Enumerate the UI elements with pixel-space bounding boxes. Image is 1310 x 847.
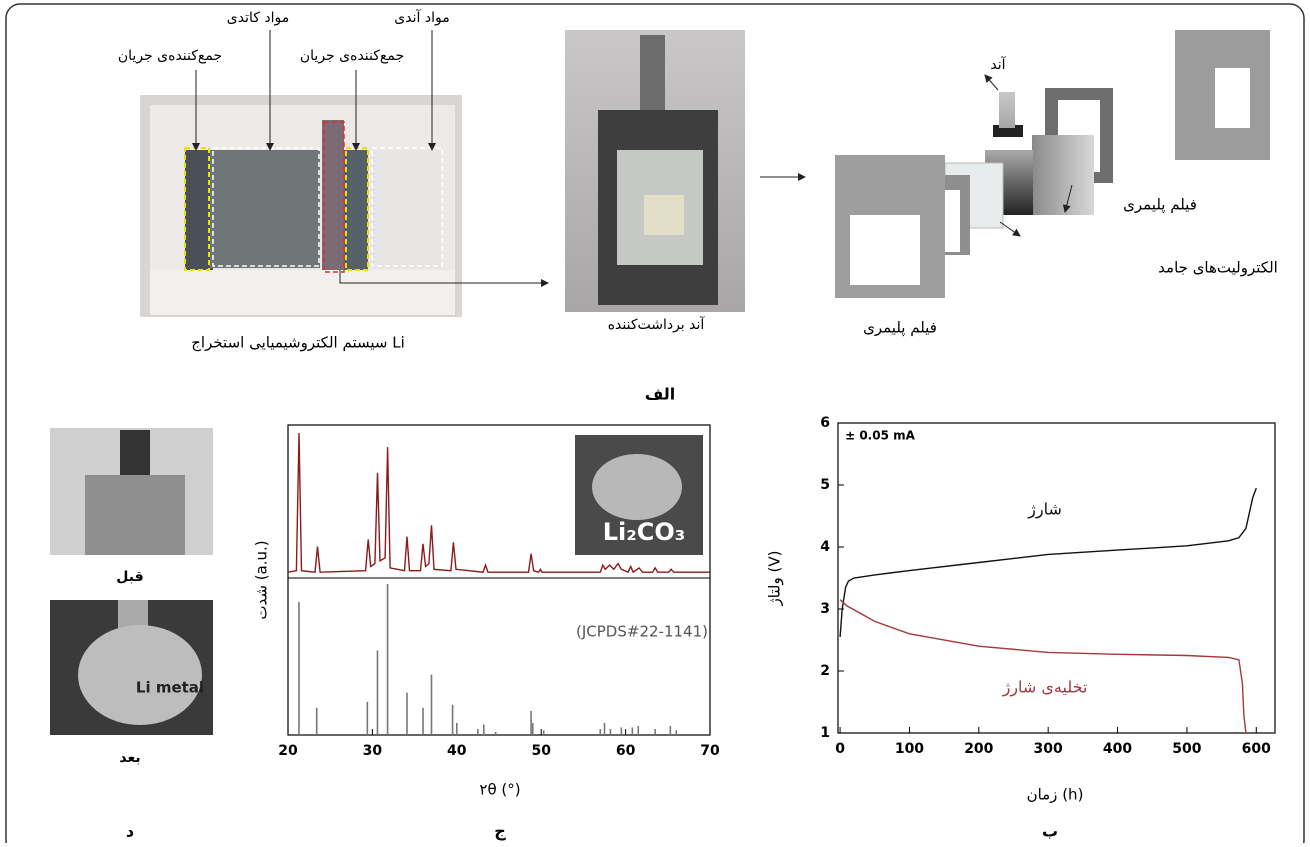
x-tick-label: 50 xyxy=(531,743,551,759)
x-tick-label: 500 xyxy=(1172,741,1201,757)
cell-label: جمع‌کننده‌ی جریان xyxy=(300,48,404,64)
x-tick-label: 600 xyxy=(1242,741,1271,757)
x-tick-label: 30 xyxy=(363,743,383,759)
after-photo xyxy=(50,600,213,735)
cell-label: مواد آندی xyxy=(394,9,449,26)
annotation: ± 0.05 mA xyxy=(845,429,916,443)
panel-label: الف xyxy=(645,385,676,404)
after-label: بعد xyxy=(119,750,140,766)
x-axis-label: زمان (h) xyxy=(1027,786,1084,804)
inset-label: Li₂CO₃ xyxy=(603,518,686,546)
panel-label: د xyxy=(126,822,134,841)
assembly-label: فیلم پلیمری xyxy=(863,319,937,338)
cell-label: مواد کاتدی xyxy=(227,10,289,26)
y-axis-label: شدت (a.u.) xyxy=(253,540,271,619)
photo-annotation: Li metal xyxy=(136,679,204,697)
x-tick-label: 70 xyxy=(700,743,720,759)
data-line xyxy=(840,600,1246,733)
series-label: تخلیه‌ی شارژ xyxy=(1002,678,1088,698)
y-tick-label: 2 xyxy=(820,663,830,679)
x-tick-label: 100 xyxy=(895,741,924,757)
inset-photo xyxy=(592,454,682,520)
y-tick-label: 3 xyxy=(820,601,830,617)
before-photo xyxy=(50,428,213,555)
x-tick-label: 60 xyxy=(616,743,636,759)
anode-caption: آند برداشت‌کننده xyxy=(608,316,706,333)
x-tick-label: 40 xyxy=(447,743,467,759)
assembly-label: الکترولیت‌های جامد xyxy=(1158,259,1278,277)
y-tick-label: 4 xyxy=(820,539,830,555)
y-tick-label: 1 xyxy=(820,725,830,741)
x-tick-label: 0 xyxy=(835,741,845,757)
cell-label: جمع‌کننده‌ی جریان xyxy=(118,48,222,64)
x-tick-label: 400 xyxy=(1103,741,1132,757)
cell-caption: سیستم الکتروشیمیایی استخراج Li xyxy=(191,334,405,353)
series-label: شارژ xyxy=(1027,500,1062,520)
anode-photo xyxy=(565,30,805,312)
assembly-label: فیلم پلیمری xyxy=(1123,196,1197,215)
x-tick-label: 300 xyxy=(1034,741,1063,757)
x-axis-label: ۲θ (°) xyxy=(479,781,520,799)
x-tick-label: 20 xyxy=(278,743,298,759)
assembly-label: آند xyxy=(990,56,1006,73)
series-annotation: (JCPDS#22-1141) xyxy=(576,623,708,641)
y-tick-label: 6 xyxy=(820,415,830,431)
before-label: قبل xyxy=(116,569,143,585)
y-axis-label: ولتاژ (V) xyxy=(766,551,784,607)
y-tick-label: 5 xyxy=(820,477,830,493)
panel-label: ب xyxy=(1042,822,1058,841)
figure: جمع‌کننده‌ی جریان مواد کاتدی جمع‌کننده‌ی… xyxy=(0,0,1310,843)
panel-label: ج xyxy=(494,822,506,841)
cell-photo xyxy=(140,30,548,317)
x-tick-label: 200 xyxy=(964,741,993,757)
